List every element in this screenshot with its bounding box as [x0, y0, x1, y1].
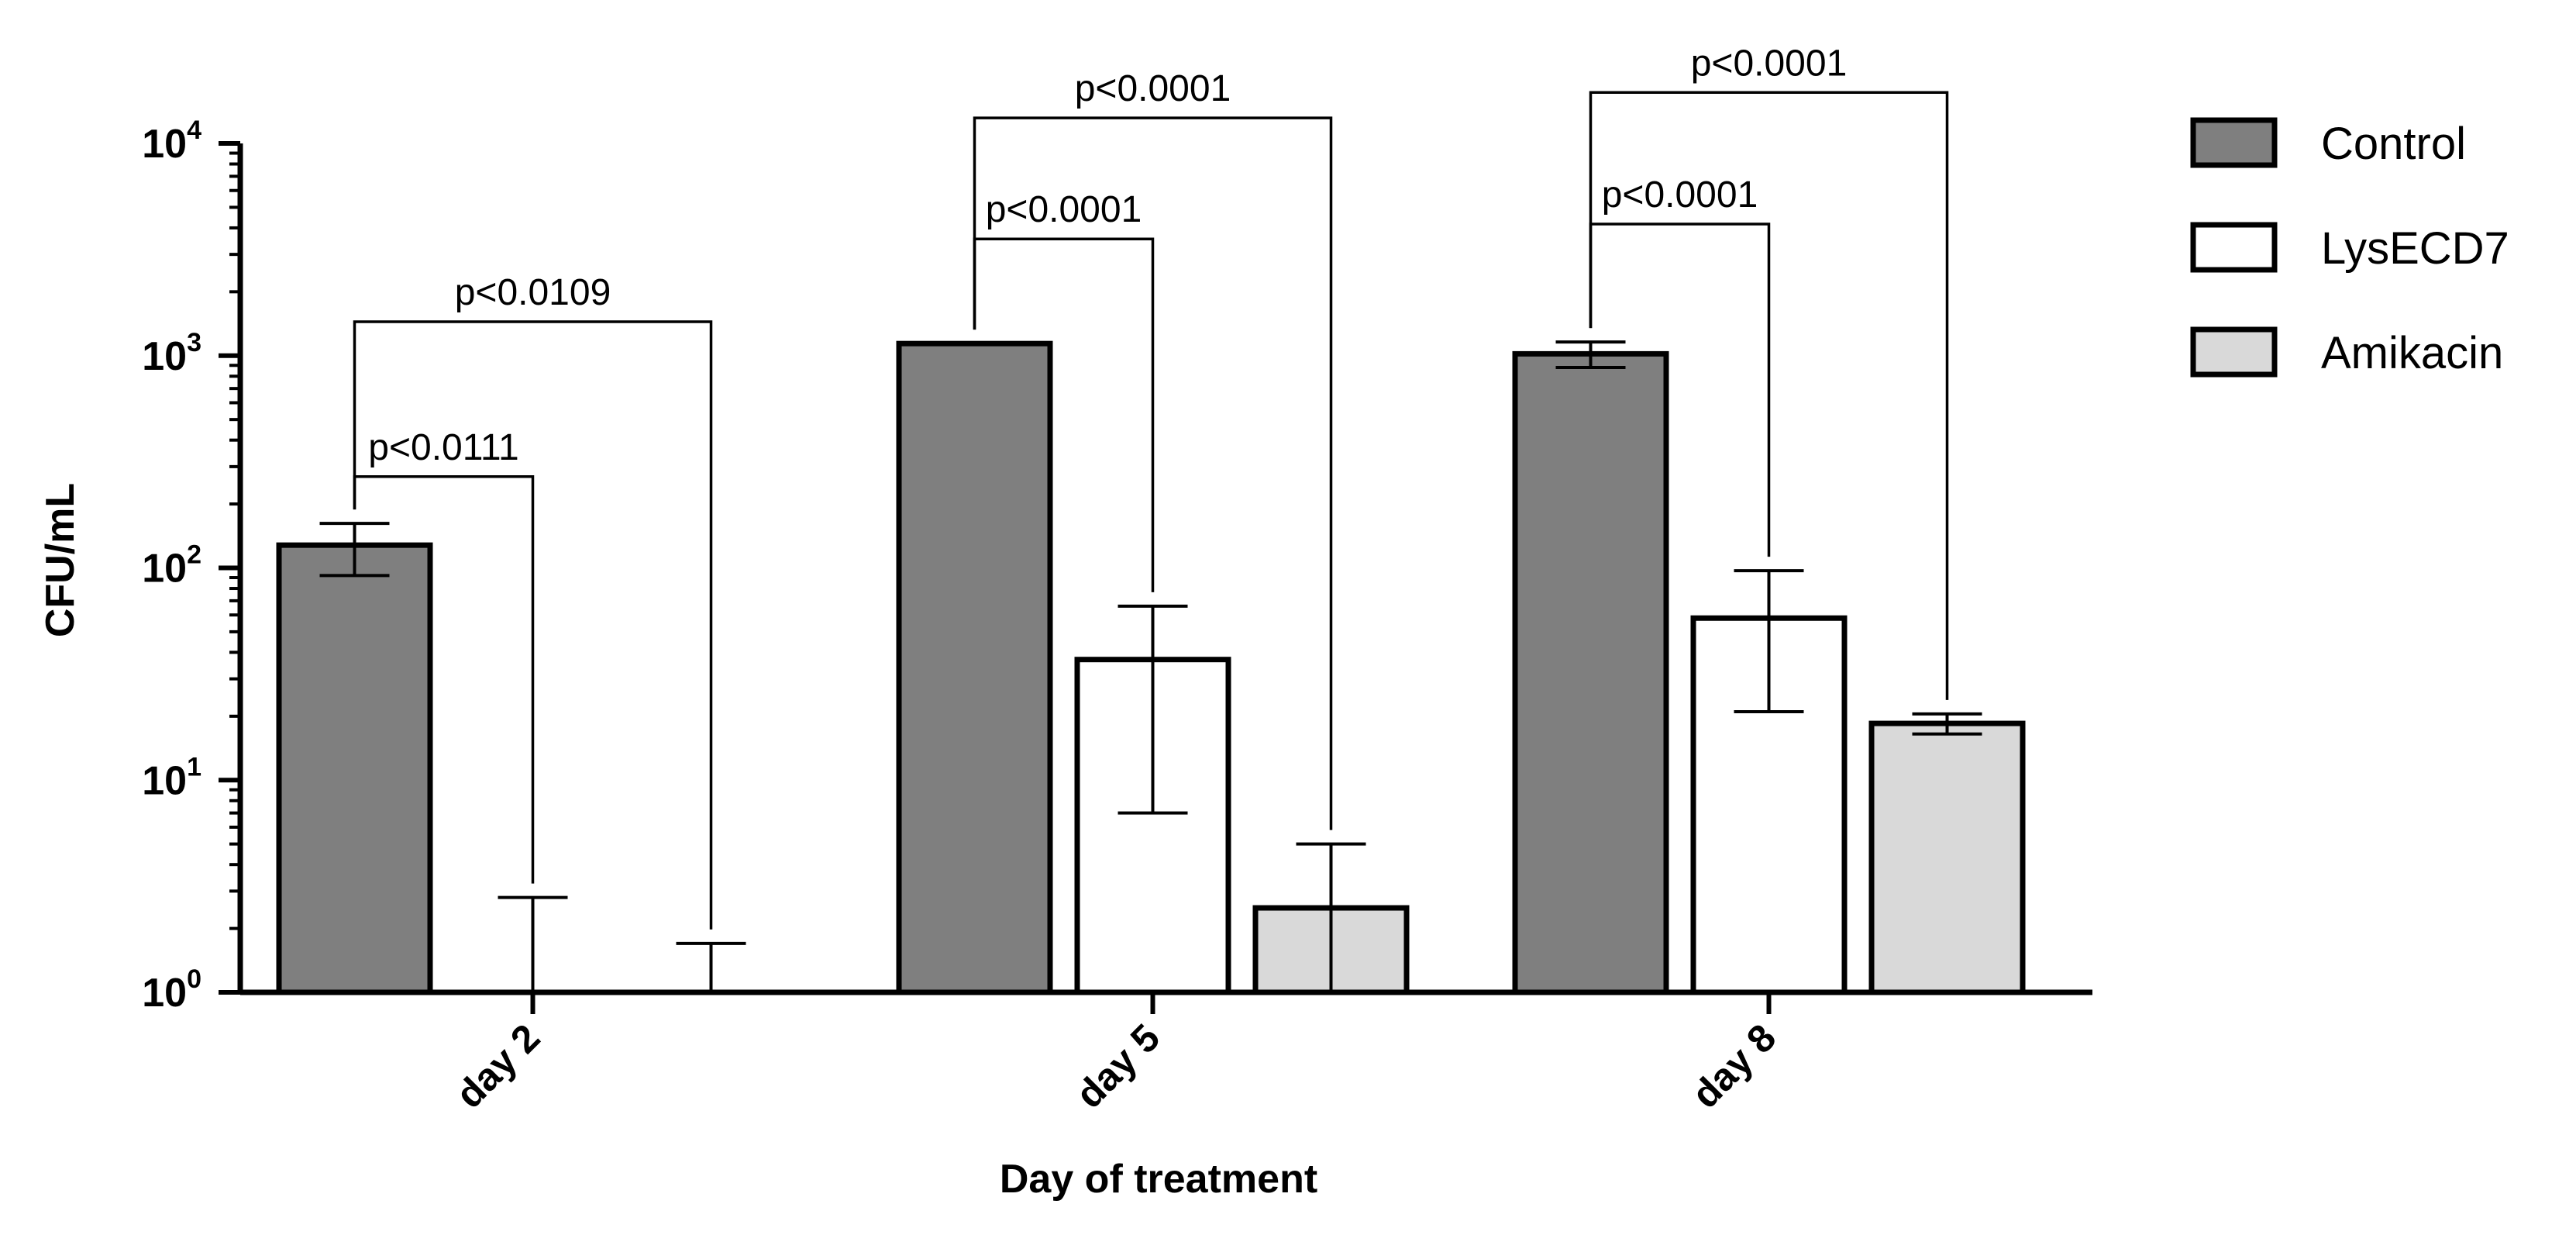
error-bar-lysecd7-day-5: [1118, 604, 1188, 815]
significance-label: p<0.0001: [1691, 43, 1848, 84]
significance-bracket-5: p<0.0001: [1589, 174, 1771, 557]
legend-swatch-amikacin: [2190, 326, 2278, 378]
error-bar-control-day-2: [319, 522, 390, 578]
x-axis-title: Day of treatment: [1000, 1157, 1317, 1202]
legend-swatch-lysecd7: [2190, 222, 2278, 273]
legend-item-amikacin: Amikacin: [2190, 326, 2503, 378]
legend-label-amikacin: Amikacin: [2321, 328, 2503, 378]
y-axis-title: CFU/mL: [38, 483, 83, 637]
significance-bracket-1: p<0.0111: [353, 427, 535, 884]
significance-label: p<0.0001: [1602, 174, 1758, 216]
legend-item-lysecd7: LysECD7: [2190, 222, 2509, 274]
legend: Control LysECD7 Amikacin: [2190, 117, 2509, 378]
bar-amikacin-day-8: [1868, 720, 2026, 995]
error-bar-amikacin-day-2: [676, 941, 746, 992]
bars-group: [276, 340, 2026, 995]
error-bar-lysecd7-day-2: [498, 895, 568, 992]
significance-bracket-2: p<0.0109: [353, 272, 713, 930]
significance-bracket-6: p<0.0001: [1589, 43, 1949, 700]
y-tick-label: 101: [142, 752, 201, 803]
significance-brackets-group: p<0.0111 p<0.0109 p<0.0001 p<0.0001 p<0.0001…: [353, 43, 1949, 930]
legend-swatch-control: [2190, 117, 2278, 168]
error-bars-group: [319, 340, 1982, 992]
significance-label: p<0.0111: [368, 427, 518, 468]
significance-bracket-4: p<0.0001: [973, 68, 1333, 830]
x-tick-label-day-2: day 2: [447, 1016, 548, 1116]
error-bar-control-day-8: [1555, 340, 1626, 369]
y-tick-label: 104: [142, 116, 201, 167]
significance-label: p<0.0001: [1075, 68, 1231, 109]
x-tick-label-day-8: day 8: [1683, 1016, 1784, 1116]
x-tick-label-day-5: day 5: [1067, 1016, 1168, 1116]
significance-label: p<0.0109: [455, 272, 611, 313]
error-bar-amikacin-day-5: [1296, 842, 1366, 992]
significance-label: p<0.0001: [986, 189, 1142, 230]
bar-control-day-2: [276, 542, 433, 995]
legend-label-control: Control: [2321, 119, 2466, 169]
bar-control-day-8: [1512, 350, 1669, 995]
y-tick-label: 102: [142, 540, 201, 592]
legend-item-control: Control: [2190, 117, 2466, 169]
error-bar-amikacin-day-8: [1912, 712, 1982, 736]
y-tick-label: 103: [142, 328, 201, 379]
legend-label-lysecd7: LysECD7: [2321, 223, 2509, 274]
y-tick-label: 100: [142, 964, 201, 1016]
bar-control-day-5: [896, 340, 1053, 995]
error-bar-lysecd7-day-8: [1734, 569, 1804, 714]
